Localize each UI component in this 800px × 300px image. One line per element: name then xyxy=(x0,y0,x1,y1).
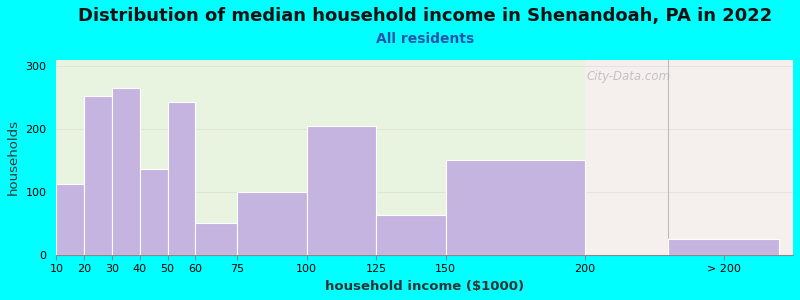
Bar xyxy=(56,184,84,255)
Bar xyxy=(376,215,446,255)
Bar xyxy=(56,60,585,255)
Bar xyxy=(167,102,195,255)
Bar xyxy=(112,88,140,255)
Bar xyxy=(446,160,585,255)
X-axis label: household income ($1000): household income ($1000) xyxy=(325,280,524,293)
Bar xyxy=(140,169,167,255)
Text: City-Data.com: City-Data.com xyxy=(586,70,671,83)
Bar xyxy=(237,192,306,255)
Text: All residents: All residents xyxy=(375,32,474,46)
Bar xyxy=(668,239,779,255)
Bar xyxy=(237,192,306,255)
Bar xyxy=(195,223,237,255)
Title: Distribution of median household income in Shenandoah, PA in 2022: Distribution of median household income … xyxy=(78,7,772,25)
Bar xyxy=(167,102,195,255)
Y-axis label: households: households xyxy=(7,119,20,195)
Bar xyxy=(56,184,84,255)
Bar xyxy=(668,239,779,255)
Bar xyxy=(84,96,112,255)
Bar xyxy=(140,169,167,255)
Bar xyxy=(84,96,112,255)
Bar xyxy=(446,160,585,255)
Bar xyxy=(306,126,376,255)
Bar xyxy=(585,60,800,255)
Bar xyxy=(306,126,376,255)
Bar xyxy=(376,215,446,255)
Bar xyxy=(195,223,237,255)
Bar xyxy=(585,60,800,255)
Bar xyxy=(112,88,140,255)
